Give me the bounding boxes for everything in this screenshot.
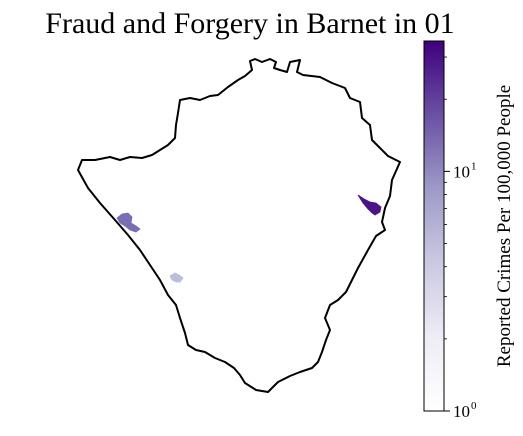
colorbar-tick-label: 10 bbox=[453, 162, 470, 181]
area-south bbox=[169, 272, 184, 283]
borough-outline bbox=[77, 58, 401, 393]
colorbar-label: Reported Crimes Per 100,000 People bbox=[494, 85, 515, 367]
colorbar bbox=[423, 40, 445, 412]
page-title: Fraud and Forgery in Barnet in 01 bbox=[45, 7, 455, 40]
colorbar-tick-exponent: 0 bbox=[471, 400, 477, 412]
colorbar-tick-label: 10 bbox=[453, 402, 470, 421]
area-east bbox=[357, 194, 382, 216]
colorbar-tick-exponent: 1 bbox=[471, 160, 477, 172]
area-west bbox=[116, 212, 141, 233]
